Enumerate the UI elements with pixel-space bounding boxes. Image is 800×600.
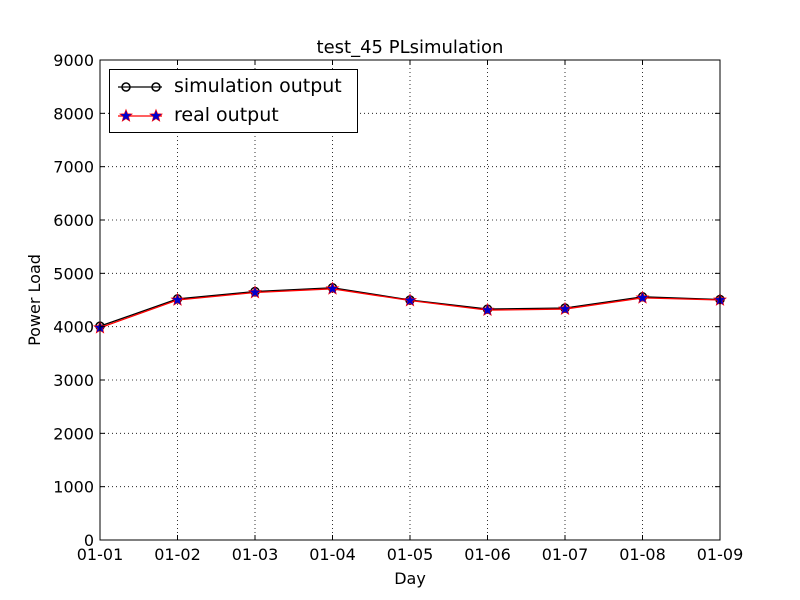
legend-item-real: real output	[110, 102, 357, 130]
data-point	[403, 293, 417, 307]
y-axis-label: Power Load	[25, 254, 44, 346]
data-point	[170, 292, 185, 306]
data-point	[480, 302, 495, 317]
x-tick-label: 01-03	[232, 545, 279, 564]
data-point	[325, 281, 340, 295]
y-tick-label: 2000	[53, 424, 94, 443]
legend: simulation output real output	[109, 69, 358, 133]
data-point	[635, 290, 650, 304]
data-point	[558, 301, 572, 316]
legend-line-circle-icon	[118, 82, 162, 92]
x-tick-label: 01-07	[542, 545, 589, 564]
series-layer	[93, 281, 727, 334]
y-tick-label: 0	[84, 531, 94, 550]
legend-star-icon	[149, 108, 163, 122]
legend-label: real output	[174, 104, 279, 126]
x-tick-label: 01-08	[619, 545, 666, 564]
legend-label: simulation output	[174, 75, 342, 97]
legend-star-icon	[119, 108, 133, 122]
x-tick-label: 01-09	[697, 545, 744, 564]
y-tick-label: 1000	[53, 478, 94, 497]
x-tick-label: 01-06	[464, 545, 511, 564]
y-tick-label: 8000	[53, 104, 94, 123]
y-tick-label: 5000	[53, 264, 94, 283]
y-tick-label: 9000	[53, 51, 94, 70]
x-tick-label: 01-02	[154, 545, 201, 564]
legend-line-star-icon	[118, 108, 163, 122]
x-axis-label: Day	[394, 569, 426, 588]
x-tick-label: 01-01	[77, 545, 124, 564]
x-tick-label: 01-04	[309, 545, 356, 564]
legend-item-simulation: simulation output	[110, 73, 357, 101]
chart-title: test_45 PLsimulation	[317, 37, 504, 58]
series-real-output	[93, 281, 727, 334]
grid-lines	[100, 60, 720, 540]
data-point	[248, 285, 262, 299]
axis-ticks: 01-01 01-02 01-03 01-04 01-05 01-06 01-07 01-08…	[53, 51, 743, 564]
y-tick-label: 3000	[53, 371, 94, 390]
x-tick-label: 01-05	[387, 545, 434, 564]
y-tick-label: 4000	[53, 318, 94, 337]
y-tick-label: 6000	[53, 211, 94, 230]
y-tick-label: 7000	[53, 158, 94, 177]
